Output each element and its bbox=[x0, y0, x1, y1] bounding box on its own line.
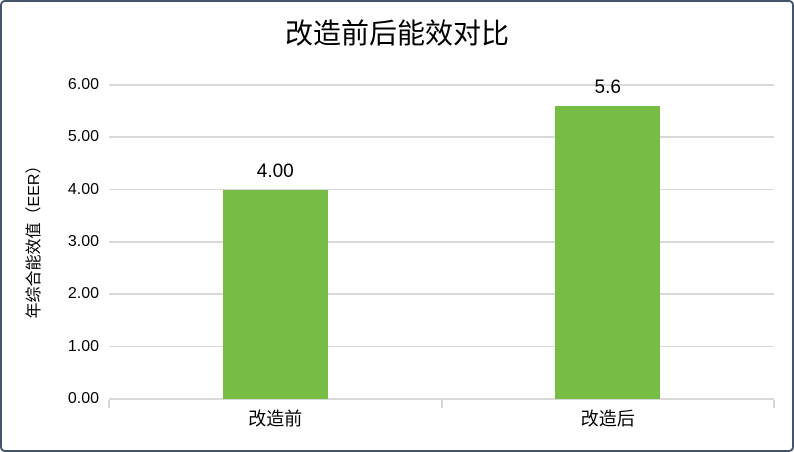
x-axis-category-label: 改造前 bbox=[248, 409, 303, 429]
data-label: 4.00 bbox=[256, 160, 294, 182]
y-axis-tick-label: 3.00 bbox=[67, 233, 99, 250]
y-axis-tick-label: 1.00 bbox=[67, 337, 99, 355]
y-axis-tick-label: 6.00 bbox=[67, 76, 99, 93]
gridline bbox=[109, 136, 774, 138]
gridline bbox=[109, 293, 774, 295]
bar-改造前[interactable] bbox=[222, 189, 328, 399]
data-label: 5.6 bbox=[594, 76, 621, 98]
gridline bbox=[109, 241, 774, 243]
y-axis-tick-label: 0.00 bbox=[67, 390, 99, 407]
y-axis-tick-label: 4.00 bbox=[67, 180, 99, 198]
x-axis-tick bbox=[108, 400, 110, 408]
gridline bbox=[109, 84, 774, 86]
chart-title: 改造前后能效对比 bbox=[284, 18, 509, 49]
x-axis-tick bbox=[440, 400, 443, 408]
x-axis-category-label: 改造后 bbox=[580, 409, 635, 429]
gridline bbox=[109, 345, 774, 348]
gridline bbox=[109, 188, 774, 191]
y-axis-tick-label: 2.00 bbox=[67, 285, 99, 303]
y-axis-tick-label: 5.00 bbox=[67, 128, 99, 146]
x-axis-tick bbox=[773, 400, 775, 408]
x-axis-line bbox=[109, 398, 774, 400]
bar-改造后[interactable] bbox=[555, 105, 661, 399]
